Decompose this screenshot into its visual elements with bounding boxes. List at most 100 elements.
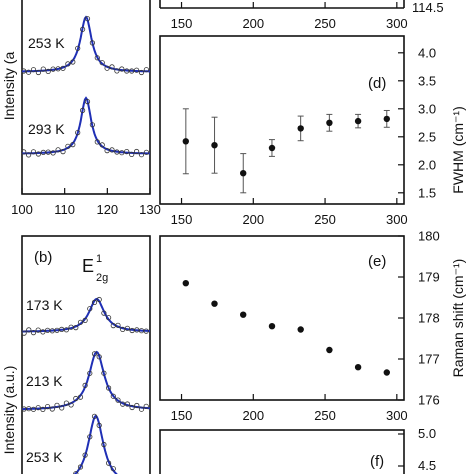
panel-b-curve-label-3: 253 K [26,449,63,465]
panel-a-data-point [35,69,42,76]
panel-a-data-point [21,68,27,74]
panel-e-data-point [326,346,333,354]
panel-b-data-point [40,406,46,412]
panel-b-data-point [96,296,102,303]
panel-e-data-point [354,364,362,371]
panel-a-data-point [114,149,120,155]
panel-a-data-point [80,26,86,32]
panel-b-curve-label-2: 213 K [26,373,63,389]
panel-b-data-point [91,413,98,419]
panel-a-data-point [143,149,149,155]
panel-e-plot: 150 200 250 300 176 177 178 179 180 [171,229,440,424]
panel-f-label: (f) [370,453,384,470]
panel-e-ytick-label: 177 [418,352,440,367]
panel-d-plot: 150 200 250 300 1.5 2.0 2.5 3.0 3.5 4.0 [171,45,436,227]
panel-a-data-point [45,149,51,155]
panel-b-data-point [91,351,98,357]
panel-d-data-point [326,119,333,127]
panel-b-data-point [40,329,46,335]
panel-b-data-point [134,402,140,409]
panel-b-data-point [124,325,131,331]
panel-e-ylabel: Raman shift (cm⁻¹) [450,259,466,378]
panel-b-data-point [106,460,112,466]
panel-a-data-point [75,130,81,136]
panel-a-xtick-label: 120 [96,202,118,217]
panel-a-xtick-label: 100 [11,202,33,217]
panel-b-data-point [82,382,88,388]
panel-a-data-point [40,149,46,155]
panel-top-xtick-label: 150 [171,16,193,31]
panel-d-data-point [297,125,304,132]
panel-b-data-point [143,403,149,409]
panel-b-data-point [91,299,98,305]
panel-a-data-point [75,45,81,51]
panel-a-data-point [84,16,91,22]
panel-e-ytick-label: 180 [418,229,440,244]
panel-b-data-point [77,319,84,325]
panel-a-data-point [99,60,105,66]
panel-a-data-point [50,150,56,156]
panel-b-data-point [59,405,65,411]
panel-a-data-point [104,65,110,71]
panel-b-data-point [30,406,37,412]
panel-a-data-point [94,139,100,145]
panel-a-data-point [143,67,149,73]
panel-b-data-point [49,406,55,412]
panel-b-ylabel: Intensity (a.u.) [1,366,17,455]
panel-e-ytick-label: 179 [418,270,440,285]
panel-e-label: (e) [368,253,386,270]
panel-d-ytick-label: 4.0 [418,45,436,60]
panel-a-data-point [134,67,140,73]
panel-b-mode-base: E [82,256,94,276]
panel-d-data-point [240,170,247,177]
panel-a-curve-label-1: 253 K [28,35,65,51]
panel-b-curve-label-1: 173 K [26,297,63,313]
panel-a-data-point [84,99,91,105]
panel-b-fit-line-1 [22,297,150,333]
panel-f: (f) 5.0 4.5 [159,426,436,474]
panel-e: (e) Raman shift (cm⁻¹) 150 200 250 300 176 17… [159,229,466,424]
panel-a-frame [21,0,151,195]
panel-e-data-point [240,311,247,318]
panel-d-ytick-label: 2.5 [418,129,436,144]
panel-e-data-point [268,323,276,330]
panel-a-data-point [35,151,42,157]
panel-a-data-point [124,68,130,74]
panel-a-data-point [119,66,125,72]
panel-b-data-point [54,327,60,333]
panel-a-data-point [55,147,61,153]
panel-e-xtick-label: 200 [242,408,264,423]
panel-d-data-point [211,142,218,149]
panel-d-ylabel: FWHM (cm⁻¹) [450,106,466,193]
panel-a-data-point [114,68,120,74]
panel-a-data-point [129,151,135,157]
panel-a-xtick-label: 110 [54,202,75,217]
panel-b: (b) E 1 2g 173 K 213 K 253 K Intensity (… [1,235,151,474]
panel-a-data-point [45,68,51,75]
panel-a-curve-label-2: 293 K [28,121,65,137]
panel-b-data-point [124,401,131,407]
panel-a-data-point [104,148,110,154]
panel-a-data-point [109,147,115,153]
panel-d-xtick-label: 150 [171,212,193,227]
panel-b-data-point [63,400,70,406]
panel-d: (d) FWHM (cm⁻¹) 150 200 250 300 1.5 2.0 2.5 3.0… [159,35,466,227]
panel-b-data-point [77,464,84,470]
panel-b-data-point [96,422,102,428]
panel-b-data-point [87,370,93,376]
panel-b-data-point [129,404,135,411]
panel-b-data-point [87,306,93,312]
panel-a-data-point [25,152,32,158]
panel-d-xtick-label: 300 [386,212,408,227]
panel-a-data-point [99,142,105,148]
panel-b-data-point [138,406,145,412]
panel-d-label: (d) [368,75,386,92]
panel-b-data-point [101,441,107,448]
panel-a-data-point [70,59,76,65]
panel-top-xticks: 150 200 250 300 [171,2,408,31]
panel-a-data-point [50,66,56,72]
panel-a-data-point [60,149,66,155]
panel-b-mode: E [82,256,94,276]
panel-b-mode-sup: 1 [96,253,102,265]
